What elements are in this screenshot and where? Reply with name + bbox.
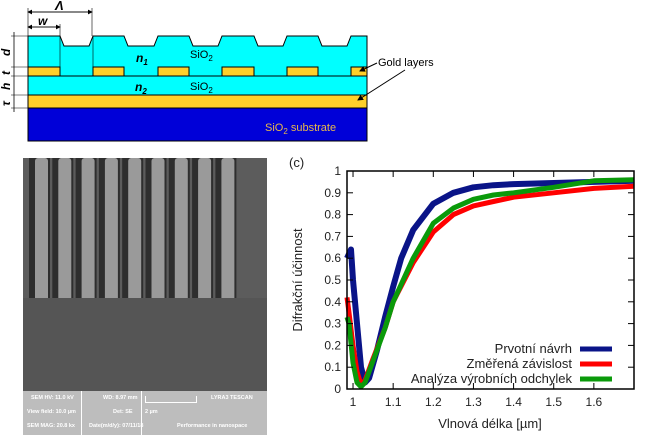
y-tick-label: 0.9 <box>324 186 341 200</box>
x-tick-label: 1.3 <box>465 395 482 409</box>
substrate-layer <box>27 107 368 142</box>
sem-view-field: View field: 10.0 µm <box>27 409 76 415</box>
x-tick-label: 1.4 <box>505 395 522 409</box>
sem-info-bar: SEM HV: 11.0 kV WD: 8.97 mm LYRA3 TESCAN… <box>23 391 267 435</box>
w-label: w <box>38 14 48 28</box>
sem-line <box>81 158 95 298</box>
sem-image: SEM HV: 11.0 kV WD: 8.97 mm LYRA3 TESCAN… <box>23 158 267 435</box>
y-tick-label: 0.3 <box>324 317 341 331</box>
y-tick-label: 0.8 <box>324 208 341 222</box>
sem-line <box>221 158 235 298</box>
sem-brand: LYRA3 TESCAN <box>211 395 253 401</box>
sem-slogan: Performance in nanospace <box>177 423 248 429</box>
legend-label: Prvotní návrh <box>495 341 572 356</box>
series-line-1 <box>344 177 635 386</box>
sem-line <box>151 158 165 298</box>
gold-layers-label: Gold layers <box>378 57 434 69</box>
y-tick-label: 0.4 <box>324 295 341 309</box>
legend-label: Analýza výrobních odchylek <box>411 371 573 386</box>
sem-detector: Det: SE <box>113 409 133 415</box>
sem-scale-bar <box>145 396 197 403</box>
sem-line <box>35 158 48 298</box>
y-tick-label: 0.7 <box>324 229 341 243</box>
layer-schematic: SiO2 substrate n2 SiO2 n1 SiO2 Λ w d t h… <box>0 0 434 142</box>
panel-label: (c) <box>289 155 304 170</box>
sem-hv: SEM HV: 11.0 kV <box>31 395 74 401</box>
y-tick-label: 0.6 <box>324 251 341 265</box>
sem-line <box>198 158 212 298</box>
y-tick-label: 0.2 <box>324 338 341 352</box>
substrate-label: SiO2 substrate <box>265 122 336 136</box>
x-axis-label: Vlnová délka [µm] <box>438 416 542 431</box>
sem-grating-lines <box>23 158 267 298</box>
sem-divider <box>141 391 142 435</box>
sem-line <box>128 158 142 298</box>
series-line-3 <box>344 177 635 390</box>
sem-line <box>58 158 72 298</box>
y-tick-label: 0.1 <box>324 360 341 374</box>
sem-date: Date(m/d/y): 07/11/18 <box>89 423 144 429</box>
gold-layer-bottom <box>27 94 368 109</box>
y-axis-label: Difrakční účinnost <box>290 228 305 332</box>
d-label: d <box>0 48 13 56</box>
x-tick-label: 1.1 <box>385 395 402 409</box>
t-label: t <box>0 70 13 75</box>
x-tick-label: 1 <box>350 395 357 409</box>
sio2-mid-label: SiO2 <box>190 81 213 95</box>
y-tick-label: 1 <box>334 164 341 178</box>
lambda-label: Λ <box>54 0 64 13</box>
sem-line <box>174 158 188 298</box>
h-label: h <box>0 83 13 90</box>
n2-label: n2 <box>135 80 147 96</box>
tau-label: τ <box>0 100 13 106</box>
sem-scale: 2 µm <box>145 409 158 415</box>
n1-label: n1 <box>136 51 148 67</box>
gold-grating <box>27 66 368 77</box>
sem-line <box>104 158 118 298</box>
plot-frame <box>346 170 635 390</box>
x-tick-label: 1.6 <box>586 395 603 409</box>
sio2-top-label: SiO2 <box>190 49 213 63</box>
x-tick-label: 1.2 <box>425 395 442 409</box>
sem-wd: WD: 8.97 mm <box>103 395 138 401</box>
sem-divider <box>81 391 82 435</box>
series-line-2 <box>344 183 635 388</box>
x-tick-label: 1.5 <box>545 395 562 409</box>
y-tick-label: 0.5 <box>324 273 341 287</box>
legend-label: Změřená závislost <box>467 356 573 371</box>
sem-mag: SEM MAG: 20.8 kx <box>27 423 75 429</box>
sio2-layer-n1 <box>27 35 368 77</box>
y-tick-label: 0 <box>334 382 341 396</box>
